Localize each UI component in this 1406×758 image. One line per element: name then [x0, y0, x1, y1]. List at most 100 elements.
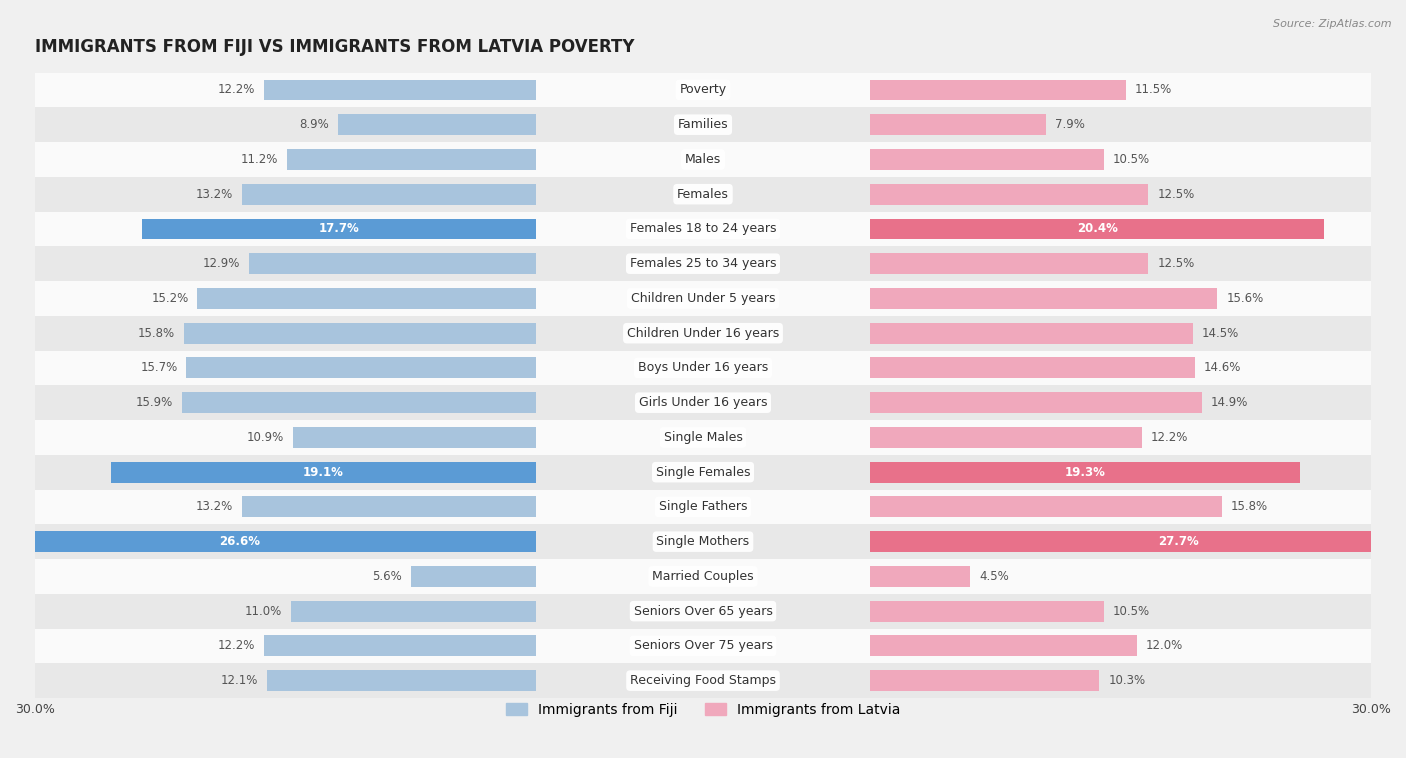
Bar [264, 80, 536, 100]
Text: 19.1%: 19.1% [302, 465, 343, 478]
Text: 15.8%: 15.8% [138, 327, 176, 340]
Bar [291, 601, 536, 622]
Bar [870, 218, 1324, 240]
Text: Females 25 to 34 years: Females 25 to 34 years [630, 257, 776, 270]
Bar [870, 670, 1099, 691]
Text: 4.5%: 4.5% [979, 570, 1010, 583]
Text: 11.2%: 11.2% [240, 153, 277, 166]
Bar [35, 316, 1371, 350]
Bar [870, 462, 1299, 483]
Bar [870, 635, 1137, 656]
Text: 15.8%: 15.8% [1230, 500, 1268, 513]
Text: 19.3%: 19.3% [1064, 465, 1105, 478]
Text: 14.6%: 14.6% [1204, 362, 1241, 374]
Bar [294, 427, 536, 448]
Text: Married Couples: Married Couples [652, 570, 754, 583]
Bar [35, 628, 1371, 663]
Text: 27.7%: 27.7% [1159, 535, 1199, 548]
Bar [870, 288, 1218, 309]
Text: Children Under 5 years: Children Under 5 years [631, 292, 775, 305]
Text: 12.0%: 12.0% [1146, 640, 1184, 653]
Text: 10.3%: 10.3% [1108, 674, 1146, 688]
Bar [35, 594, 1371, 628]
Bar [111, 462, 536, 483]
Bar [35, 108, 1371, 142]
Bar [870, 114, 1046, 135]
Text: Males: Males [685, 153, 721, 166]
Text: 15.7%: 15.7% [141, 362, 177, 374]
Bar [35, 281, 1371, 316]
Bar [870, 253, 1149, 274]
Bar [870, 496, 1222, 518]
Bar [142, 218, 536, 240]
Text: Source: ZipAtlas.com: Source: ZipAtlas.com [1274, 19, 1392, 29]
Bar [35, 663, 1371, 698]
Text: IMMIGRANTS FROM FIJI VS IMMIGRANTS FROM LATVIA POVERTY: IMMIGRANTS FROM FIJI VS IMMIGRANTS FROM … [35, 38, 634, 56]
Bar [870, 427, 1142, 448]
Text: Girls Under 16 years: Girls Under 16 years [638, 396, 768, 409]
Bar [35, 73, 1371, 108]
Bar [35, 177, 1371, 211]
Bar [181, 392, 536, 413]
Text: Receiving Food Stamps: Receiving Food Stamps [630, 674, 776, 688]
Bar [870, 149, 1104, 170]
Bar [197, 288, 536, 309]
Bar [184, 323, 536, 343]
Text: Children Under 16 years: Children Under 16 years [627, 327, 779, 340]
Bar [870, 566, 970, 587]
Bar [287, 149, 536, 170]
Bar [35, 455, 1371, 490]
Bar [35, 350, 1371, 385]
Bar [337, 114, 536, 135]
Bar [870, 183, 1149, 205]
Text: 7.9%: 7.9% [1054, 118, 1084, 131]
Bar [35, 525, 1371, 559]
Text: 17.7%: 17.7% [319, 222, 360, 236]
Text: Single Females: Single Females [655, 465, 751, 478]
Text: 5.6%: 5.6% [373, 570, 402, 583]
Bar [187, 358, 536, 378]
Text: 13.2%: 13.2% [195, 500, 233, 513]
Bar [267, 670, 536, 691]
Text: 12.2%: 12.2% [1150, 431, 1188, 444]
Text: 11.0%: 11.0% [245, 605, 283, 618]
Bar [242, 183, 536, 205]
Text: Single Fathers: Single Fathers [659, 500, 747, 513]
Text: 15.9%: 15.9% [136, 396, 173, 409]
Bar [249, 253, 536, 274]
Text: 12.2%: 12.2% [218, 83, 256, 96]
Bar [35, 385, 1371, 420]
Text: 12.5%: 12.5% [1157, 257, 1195, 270]
Bar [242, 496, 536, 518]
Text: 10.5%: 10.5% [1112, 605, 1150, 618]
Text: Boys Under 16 years: Boys Under 16 years [638, 362, 768, 374]
Text: 14.9%: 14.9% [1211, 396, 1249, 409]
Text: Seniors Over 65 years: Seniors Over 65 years [634, 605, 772, 618]
Bar [870, 323, 1192, 343]
Text: Females: Females [678, 188, 728, 201]
Text: 11.5%: 11.5% [1135, 83, 1173, 96]
Text: Poverty: Poverty [679, 83, 727, 96]
Text: 15.6%: 15.6% [1226, 292, 1264, 305]
Text: Females 18 to 24 years: Females 18 to 24 years [630, 222, 776, 236]
Text: 20.4%: 20.4% [1077, 222, 1118, 236]
Text: Single Mothers: Single Mothers [657, 535, 749, 548]
Text: Families: Families [678, 118, 728, 131]
Bar [35, 559, 1371, 594]
Text: Seniors Over 75 years: Seniors Over 75 years [634, 640, 772, 653]
Bar [870, 392, 1202, 413]
Text: 13.2%: 13.2% [195, 188, 233, 201]
Bar [35, 420, 1371, 455]
Text: 26.6%: 26.6% [219, 535, 260, 548]
Text: 10.5%: 10.5% [1112, 153, 1150, 166]
Text: 12.2%: 12.2% [218, 640, 256, 653]
Bar [35, 246, 1371, 281]
Bar [870, 80, 1126, 100]
Legend: Immigrants from Fiji, Immigrants from Latvia: Immigrants from Fiji, Immigrants from La… [501, 697, 905, 722]
Text: 8.9%: 8.9% [299, 118, 329, 131]
Bar [0, 531, 536, 552]
Bar [35, 142, 1371, 177]
Text: 12.5%: 12.5% [1157, 188, 1195, 201]
Bar [35, 211, 1371, 246]
Text: Single Males: Single Males [664, 431, 742, 444]
